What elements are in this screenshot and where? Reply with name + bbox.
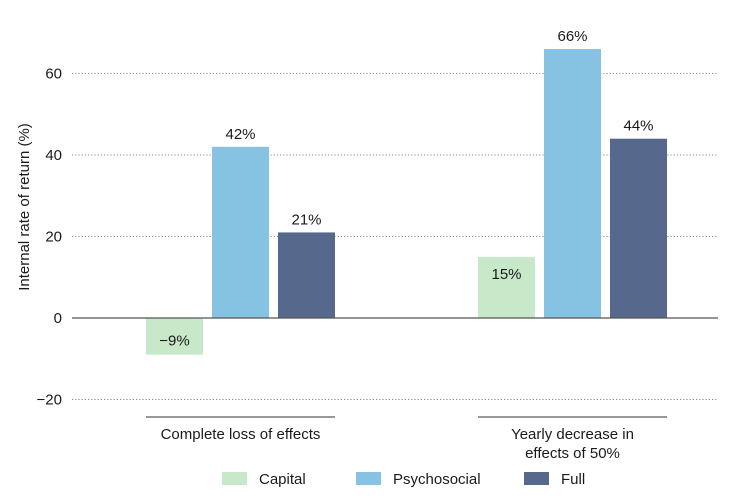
data-label: 21% bbox=[291, 211, 321, 228]
bars bbox=[146, 49, 667, 355]
category-label: Complete loss of effects bbox=[161, 426, 321, 443]
data-labels: −9% 15% 42% 66% 21% 44% bbox=[159, 28, 653, 350]
legend-item-capital: Capital bbox=[222, 471, 306, 488]
y-axis-label: Internal rate of return (%) bbox=[16, 123, 33, 291]
y-tick-label: 0 bbox=[54, 310, 62, 327]
legend: Capital Psychosocial Full bbox=[222, 471, 585, 488]
y-tick-label: −20 bbox=[37, 392, 62, 409]
bar-full bbox=[278, 232, 335, 318]
bar-psychosocial bbox=[212, 146, 269, 318]
legend-swatch bbox=[524, 472, 549, 485]
legend-item-psychosocial: Psychosocial bbox=[356, 471, 481, 488]
bar-full bbox=[610, 138, 667, 318]
legend-label: Psychosocial bbox=[393, 471, 481, 488]
category-label: effects of 50% bbox=[525, 445, 620, 462]
bar-capital bbox=[146, 318, 203, 355]
data-label: 66% bbox=[557, 28, 587, 45]
legend-swatch bbox=[222, 472, 247, 485]
data-label: 44% bbox=[623, 118, 653, 135]
data-label: 42% bbox=[225, 126, 255, 143]
bar-capital bbox=[478, 256, 535, 318]
bar-psychosocial bbox=[544, 49, 601, 319]
y-tick-label: 40 bbox=[45, 147, 62, 164]
category-labels: Complete loss of effects Yearly decrease … bbox=[146, 416, 667, 462]
data-label: −9% bbox=[159, 333, 189, 350]
legend-item-full: Full bbox=[524, 471, 585, 488]
data-label: 15% bbox=[491, 266, 521, 283]
y-tick-label: 20 bbox=[45, 229, 62, 246]
y-axis-ticks: −20 0 20 40 60 bbox=[37, 66, 62, 409]
category-label: Yearly decrease in bbox=[511, 426, 634, 443]
legend-swatch bbox=[356, 472, 381, 485]
legend-label: Capital bbox=[259, 471, 306, 488]
legend-label: Full bbox=[561, 471, 585, 488]
y-tick-label: 60 bbox=[45, 66, 62, 83]
